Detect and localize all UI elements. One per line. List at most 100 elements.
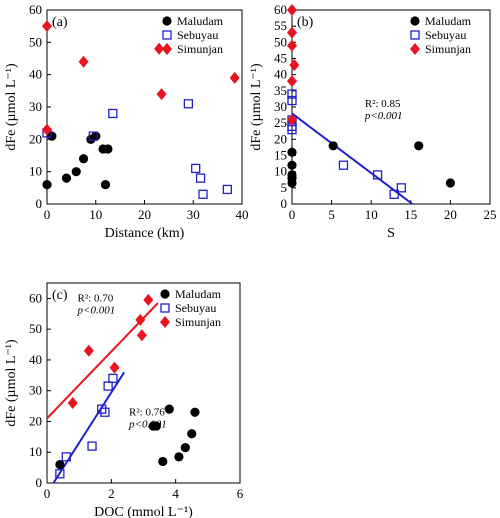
data-point-simunjan-3: [135, 313, 146, 326]
data-point-simunjan-2: [287, 39, 297, 52]
legend-label: Sebuyau: [175, 301, 216, 315]
series-sebuyau: [55, 373, 118, 479]
x-tick-label: 2: [108, 486, 115, 501]
y-tick-label: 0: [281, 196, 288, 211]
x-tick-label: 4: [172, 486, 179, 501]
y-tick-label: 10: [29, 164, 42, 179]
x-tick-label: 30: [187, 207, 200, 222]
data-point-maludam-7: [187, 429, 197, 439]
annotation-r2: R²: 0.76: [129, 406, 165, 418]
data-point-maludam-4: [287, 147, 297, 157]
x-tick-label: 40: [236, 207, 249, 222]
data-point-sebuyau-1: [88, 131, 98, 141]
data-point-sebuyau-5: [195, 173, 206, 183]
annotation-p: p<0.001: [364, 110, 403, 122]
data-point-simunjan-2: [109, 361, 120, 374]
x-tick-label: 10: [89, 207, 102, 222]
data-point-maludam-5: [174, 452, 184, 462]
x-tick-label: 15: [404, 207, 417, 222]
series-maludam: [287, 141, 455, 188]
data-point-sebuyau-6: [198, 189, 208, 199]
legend-label: Maludam: [175, 287, 222, 301]
data-point-sebuyau-5: [338, 160, 349, 170]
data-point-simunjan-0: [42, 20, 52, 33]
data-point-maludam-6: [91, 131, 101, 141]
x-tick-label: 0: [289, 207, 296, 222]
data-point-maludam-legend: [410, 16, 420, 26]
legend-label: Simunjan: [175, 315, 221, 329]
data-point-simunjan-2: [78, 55, 89, 68]
series-maludam: [55, 404, 200, 470]
data-point-maludam-3: [71, 167, 81, 177]
data-point-sebuyau-7: [222, 184, 233, 195]
data-point-sebuyau-6: [108, 373, 118, 384]
data-point-sebuyau-4: [191, 163, 201, 174]
data-point-simunjan-5: [143, 293, 154, 306]
data-point-maludam-7: [445, 178, 455, 188]
y-tick-label: 50: [29, 321, 42, 336]
series-simunjan: [287, 4, 300, 126]
data-point-sebuyau-8: [396, 183, 406, 193]
legend-label: Maludam: [177, 14, 224, 28]
data-point-sebuyau-2: [108, 108, 118, 119]
data-point-maludam-3: [287, 160, 297, 170]
y-tick-label: 55: [274, 18, 287, 33]
plot-frame: [46, 282, 241, 484]
y-tick-label: 10: [29, 444, 42, 459]
data-point-maludam-9: [103, 144, 113, 154]
x-axis-label: S: [387, 226, 395, 241]
data-point-sebuyau-3: [97, 404, 107, 414]
data-point-maludam-legend: [162, 16, 172, 26]
regression-line: [291, 112, 413, 205]
data-point-simunjan-0: [67, 397, 78, 409]
y-tick-label: 15: [274, 148, 287, 163]
data-point-maludam-5: [328, 141, 338, 151]
data-point-maludam-8: [100, 180, 111, 190]
data-point-sebuyau-7: [389, 189, 399, 199]
x-tick-label: 6: [237, 486, 244, 501]
data-point-simunjan-legend: [410, 43, 420, 55]
annotation-p: p<0.001: [128, 418, 167, 430]
x-tick-label: 0: [44, 486, 51, 501]
y-axis-label: dFe (µmol L⁻¹): [4, 63, 19, 151]
y-tick-label: 60: [29, 2, 42, 17]
data-point-simunjan-5: [287, 113, 297, 126]
data-point-simunjan-1: [83, 344, 94, 357]
data-point-sebuyau-legend: [160, 303, 170, 313]
y-axis-label: dFe (µmol L⁻¹): [4, 339, 19, 427]
data-point-simunjan-3: [289, 58, 300, 71]
y-tick-label: 0: [36, 196, 43, 211]
data-point-maludam-2: [61, 173, 72, 183]
data-point-maludam-8: [190, 407, 200, 417]
y-tick-label: 20: [274, 131, 287, 146]
y-tick-label: 40: [274, 67, 287, 82]
annotation-p: p<0.001: [77, 304, 116, 316]
legend-label: Sebuyau: [425, 28, 466, 42]
series-maludam: [42, 131, 113, 190]
data-point-maludam-3: [158, 456, 168, 467]
data-point-simunjan-legend: [162, 43, 172, 55]
data-point-sebuyau-legend: [162, 30, 172, 40]
annotation-r2: R²: 0.85: [365, 98, 401, 110]
y-tick-label: 20: [29, 413, 42, 428]
series-simunjan: [42, 20, 240, 136]
x-tick-label: 5: [328, 207, 335, 222]
data-point-simunjan-legend: [160, 316, 170, 328]
data-point-sebuyau-5: [103, 381, 113, 391]
data-point-sebuyau-1: [61, 452, 71, 462]
legend-label: Sebuyau: [177, 28, 218, 42]
data-point-maludam-0: [55, 459, 65, 470]
data-point-simunjan-4: [287, 75, 297, 88]
data-point-sebuyau-legend: [410, 30, 420, 40]
y-tick-label: 25: [274, 115, 287, 130]
x-tick-label: 20: [138, 207, 151, 222]
x-tick-label: 0: [44, 207, 51, 222]
y-tick-label: 30: [274, 99, 287, 114]
data-point-simunjan-4: [156, 88, 167, 101]
y-tick-label: 50: [274, 34, 287, 49]
